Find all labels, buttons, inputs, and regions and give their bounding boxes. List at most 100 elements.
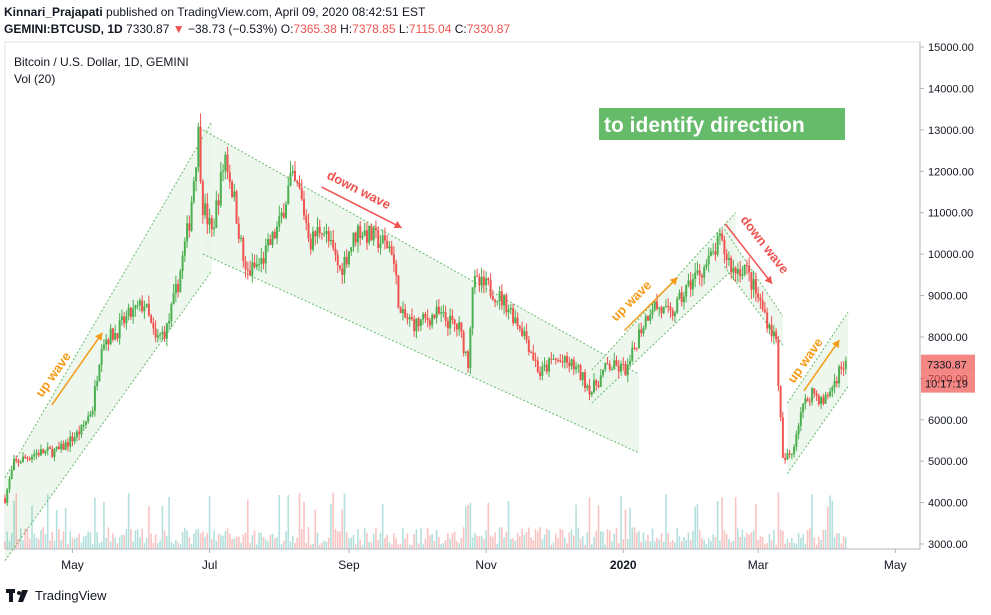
volume-bar [563, 538, 566, 549]
volume-bar [341, 509, 344, 549]
volume-bar [541, 539, 544, 549]
candle-body [251, 262, 254, 276]
volume-bar [554, 533, 557, 549]
volume-bar [597, 505, 600, 549]
wave-label-1-arrow [51, 332, 103, 406]
candle-body [71, 436, 74, 442]
candle-body [514, 317, 517, 323]
volume-bar [395, 538, 397, 549]
volume-bar [125, 529, 128, 549]
volume-bar [492, 536, 494, 549]
volume-bar [746, 532, 748, 549]
author-name[interactable]: Kinnari_Prajapati [4, 5, 103, 19]
candle-body [718, 233, 721, 237]
candle-body [156, 335, 159, 338]
candle-body [467, 351, 470, 368]
candle-body [759, 297, 762, 301]
candle-body [33, 454, 36, 457]
volume-bar [280, 544, 283, 549]
volume-bar [543, 534, 546, 549]
candle-body [163, 331, 166, 339]
candle-body [572, 359, 575, 370]
close-label: C: [454, 22, 467, 36]
candle-body [170, 304, 173, 321]
tradingview-logo-icon[interactable] [6, 588, 30, 603]
volume-bar [186, 530, 188, 549]
candle-body [109, 328, 112, 345]
volume-bar [157, 543, 159, 549]
candle-body [356, 225, 359, 243]
y-tick-label: 12000.00 [928, 166, 974, 178]
candle-body [784, 457, 787, 460]
candle-body [667, 305, 670, 307]
candle-body [655, 301, 658, 309]
candle-body [291, 170, 294, 173]
volume-bar [296, 537, 299, 549]
candle-body [446, 320, 449, 329]
candle-body [745, 265, 748, 267]
volume-bar [694, 506, 696, 549]
volume-bar [177, 542, 179, 549]
candle-body [766, 312, 769, 329]
channel-upper-line [4, 121, 213, 478]
volume-bar [402, 527, 404, 549]
volume-bar [456, 541, 458, 549]
volume-bar [159, 540, 161, 549]
candle-body [781, 417, 784, 458]
candle-body [628, 361, 631, 365]
volume-bar [415, 529, 418, 549]
candle-body [622, 363, 625, 365]
candle-body [826, 394, 829, 397]
volume-bar [305, 543, 308, 549]
volume-bar [519, 536, 521, 549]
volume-bar [586, 532, 589, 549]
candle-body [233, 191, 236, 197]
candle-body [264, 245, 267, 264]
volume-bar [822, 529, 825, 549]
candle-body [347, 251, 350, 265]
volume-bar [175, 540, 177, 549]
candle-body [518, 325, 521, 329]
brand-label[interactable]: TradingView [35, 588, 107, 603]
candle-body [64, 442, 67, 450]
volume-bar [719, 540, 721, 549]
candle-body [143, 306, 146, 312]
candle-body [57, 446, 60, 450]
volume-bar [548, 530, 550, 549]
volume-bar [80, 542, 83, 549]
volume-bar [141, 528, 143, 549]
y-tick-label: 3000.00 [928, 539, 968, 551]
volume-bar [656, 537, 658, 549]
volume-bar [202, 531, 204, 549]
candle-body [138, 300, 141, 306]
volume-bar [447, 533, 449, 549]
candle-body [626, 364, 629, 376]
volume-bar [829, 495, 831, 549]
volume-bar [494, 532, 496, 549]
volume-bar [791, 538, 793, 549]
candle-body [93, 386, 96, 411]
candle-body [763, 309, 766, 313]
volume-bar [465, 506, 467, 549]
candle-body [802, 403, 805, 413]
volume-bar [121, 534, 123, 549]
candle-body [581, 372, 584, 380]
volume-bar [687, 532, 690, 549]
volume-bar [761, 536, 764, 549]
x-tick-label: 2020 [610, 558, 637, 572]
volume-bar [300, 528, 303, 549]
low-value: 7115.04 [408, 22, 452, 36]
volume-bar [674, 542, 676, 549]
candle-body [204, 203, 207, 216]
volume-bar [413, 533, 415, 549]
candle-body [404, 309, 407, 318]
volume-bar [87, 531, 89, 549]
volume-bar [42, 527, 45, 549]
volume-bar [741, 529, 744, 549]
volume-bar [608, 530, 611, 549]
candle-body [842, 368, 845, 370]
candle-body [186, 223, 189, 242]
high-value: 7378.85 [352, 22, 396, 36]
volume-bar [130, 529, 132, 549]
